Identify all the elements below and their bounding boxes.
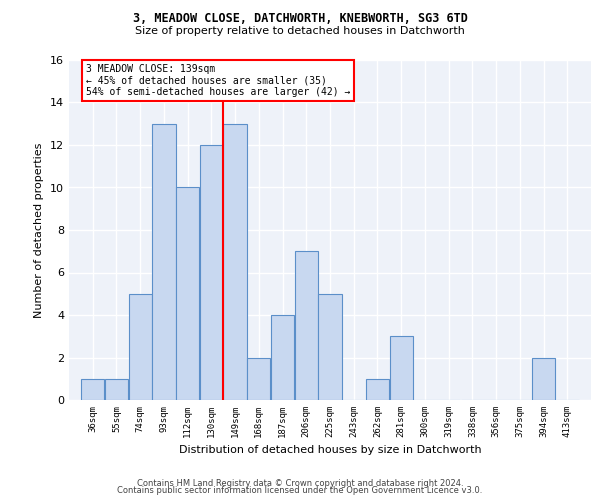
Bar (389, 336, 413, 400)
Bar (295, 251, 318, 400)
Bar (81, 379, 104, 400)
Bar (152, 124, 176, 400)
Bar (176, 188, 199, 400)
Bar (105, 379, 128, 400)
Text: 3 MEADOW CLOSE: 139sqm
← 45% of detached houses are smaller (35)
54% of semi-det: 3 MEADOW CLOSE: 139sqm ← 45% of detached… (86, 64, 350, 98)
Bar (200, 145, 223, 400)
Text: Contains HM Land Registry data © Crown copyright and database right 2024.: Contains HM Land Registry data © Crown c… (137, 478, 463, 488)
Bar (366, 379, 389, 400)
Bar (128, 294, 152, 400)
Bar (319, 294, 341, 400)
Bar (247, 358, 271, 400)
Text: 3, MEADOW CLOSE, DATCHWORTH, KNEBWORTH, SG3 6TD: 3, MEADOW CLOSE, DATCHWORTH, KNEBWORTH, … (133, 12, 467, 26)
Y-axis label: Number of detached properties: Number of detached properties (34, 142, 44, 318)
Bar (223, 124, 247, 400)
Text: Contains public sector information licensed under the Open Government Licence v3: Contains public sector information licen… (118, 486, 482, 495)
Text: Size of property relative to detached houses in Datchworth: Size of property relative to detached ho… (135, 26, 465, 36)
X-axis label: Distribution of detached houses by size in Datchworth: Distribution of detached houses by size … (179, 446, 481, 456)
Bar (271, 315, 294, 400)
Bar (532, 358, 555, 400)
